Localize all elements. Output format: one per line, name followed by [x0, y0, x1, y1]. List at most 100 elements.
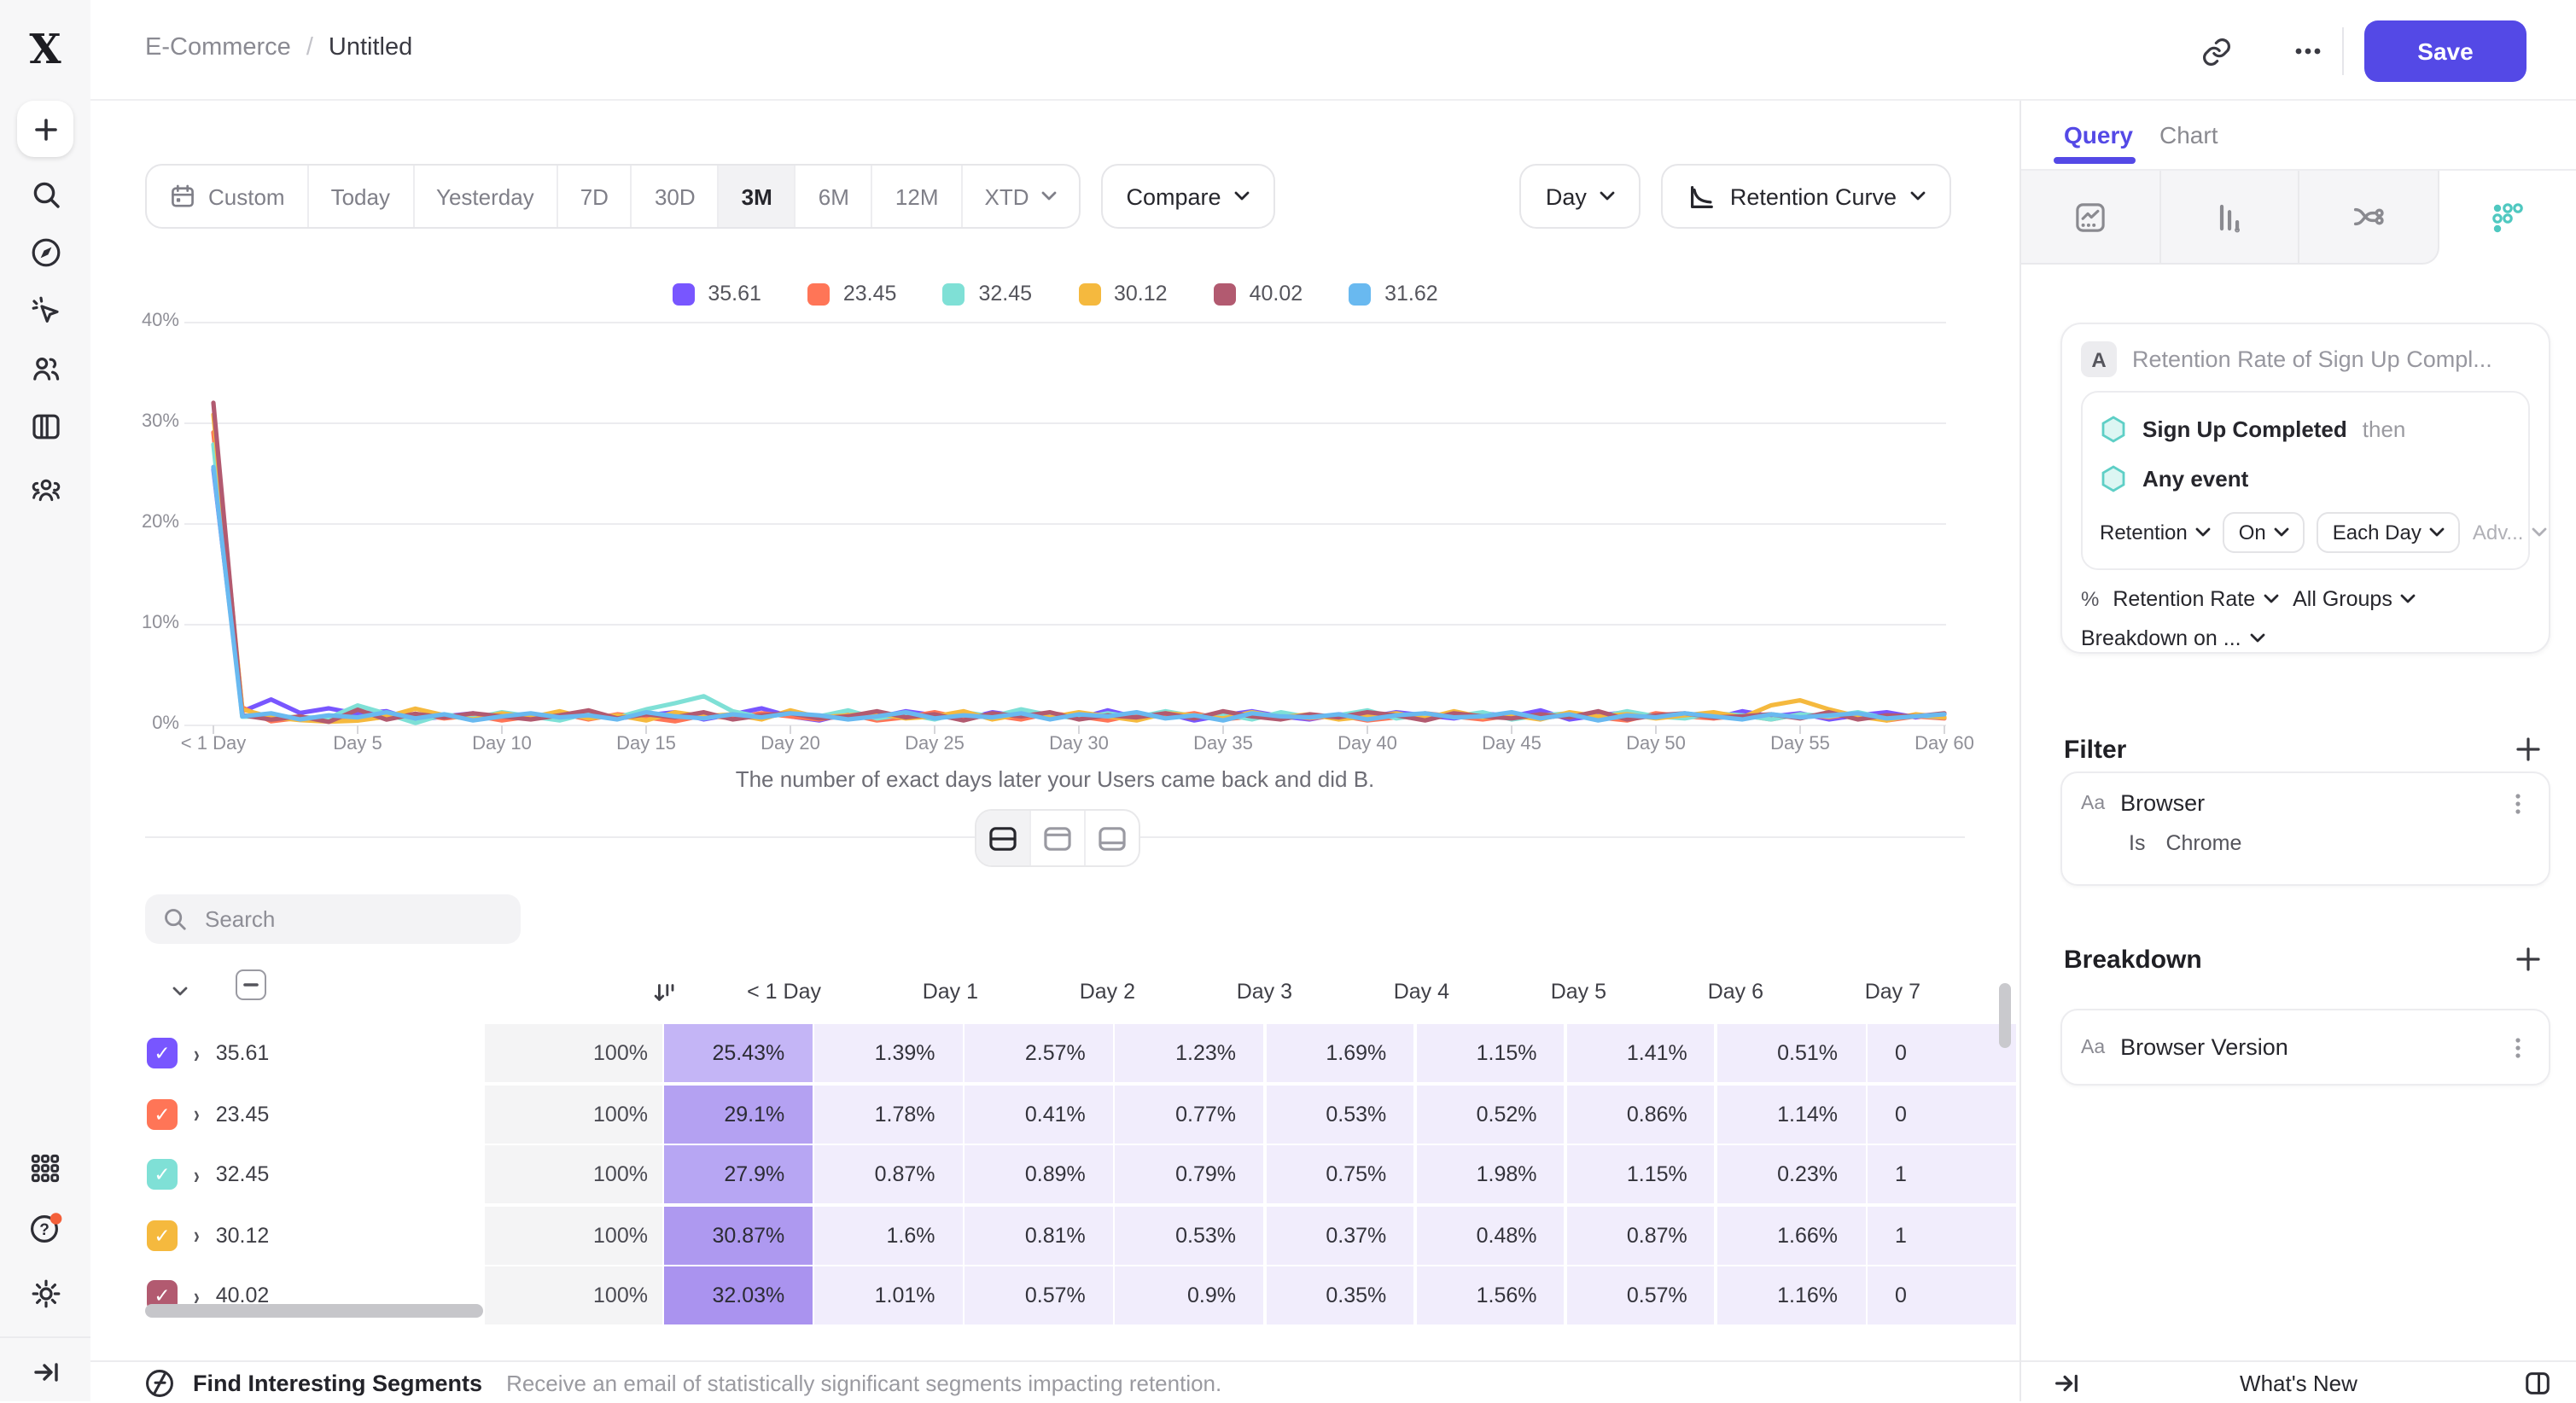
day-column-header[interactable]: < 1 Day	[747, 980, 821, 1004]
table-view-button[interactable]	[1086, 811, 1139, 865]
retention-type-dropdown[interactable]: Retention	[2100, 521, 2212, 544]
day-column-header[interactable]: Day 2	[1079, 980, 1135, 1004]
date-range-custom[interactable]: Custom	[147, 166, 309, 227]
advanced-dropdown[interactable]: Adv...	[2473, 521, 2548, 544]
tab-chart[interactable]: Chart	[2159, 121, 2218, 148]
date-range-3m[interactable]: 3M	[719, 166, 796, 227]
legend-item[interactable]: 40.02	[1213, 282, 1303, 306]
row-checkbox[interactable]: ✓	[147, 1098, 178, 1129]
search-icon[interactable]	[22, 171, 68, 217]
x-axis-tick: Day 25	[905, 734, 965, 754]
day-column-header[interactable]: Day 6	[1707, 980, 1763, 1004]
filter-property[interactable]: Browser	[2120, 790, 2206, 816]
add-filter-button[interactable]	[2515, 736, 2542, 763]
view-toggle	[975, 809, 1140, 867]
legend-item[interactable]: 30.12	[1078, 282, 1168, 306]
filter-operator[interactable]: Is	[2129, 831, 2146, 855]
day-column-header[interactable]: Day 3	[1236, 980, 1292, 1004]
whats-new-link[interactable]: What's New	[2240, 1370, 2357, 1395]
row-checkbox[interactable]: ✓	[147, 1220, 178, 1250]
help-icon[interactable]: ?	[22, 1205, 68, 1251]
chevron-down-icon	[2430, 527, 2445, 538]
measure-dropdown[interactable]: Retention Rate	[2113, 587, 2279, 611]
insights-report-tab[interactable]	[2021, 171, 2160, 265]
date-range-30d[interactable]: 30D	[632, 166, 720, 227]
date-range-yesterday[interactable]: Yesterday	[414, 166, 558, 227]
boards-icon[interactable]	[22, 403, 68, 449]
breadcrumb-current[interactable]: Untitled	[328, 34, 413, 61]
expand-sidebar-icon[interactable]	[22, 1348, 68, 1394]
segments-footer[interactable]: Find Interesting Segments Receive an ema…	[90, 1360, 2019, 1403]
row-checkbox[interactable]: ✓	[147, 1159, 178, 1190]
create-new-button[interactable]	[17, 101, 73, 157]
side-panel-icon[interactable]	[2523, 1368, 2552, 1397]
settings-gear-icon[interactable]	[22, 1270, 68, 1316]
filter-value[interactable]: Chrome	[2165, 831, 2242, 855]
bucket-dropdown[interactable]: Each Day	[2317, 512, 2461, 553]
breakdown-card[interactable]: Aa Browser Version	[2060, 1009, 2550, 1086]
day-column-header[interactable]: Day 5	[1550, 980, 1606, 1004]
copy-link-icon[interactable]	[2194, 29, 2238, 73]
table-search[interactable]	[145, 894, 521, 944]
expand-row-icon[interactable]: ›	[193, 1160, 200, 1189]
filter-menu-icon[interactable]	[2506, 791, 2530, 815]
save-button[interactable]: Save	[2364, 20, 2526, 82]
day-column-header[interactable]: Day 1	[922, 980, 978, 1004]
breakdown-property[interactable]: Browser Version	[2120, 1034, 2288, 1060]
expand-row-icon[interactable]: ›	[193, 1281, 200, 1310]
mixpanel-logo-icon[interactable]: X	[29, 24, 61, 73]
legend-item[interactable]: 35.61	[672, 282, 761, 306]
select-all-checkbox[interactable]	[236, 969, 266, 1000]
date-range-today[interactable]: Today	[309, 166, 414, 227]
row-label-cell: ✓ › 30.12	[145, 1206, 483, 1264]
chart-type-dropdown[interactable]: Retention Curve	[1661, 164, 1951, 229]
table-vertical-scrollbar[interactable]	[1999, 983, 2011, 1048]
flows-report-tab[interactable]	[2299, 171, 2439, 265]
expand-row-icon[interactable]: ›	[193, 1099, 200, 1128]
legend-item[interactable]: 32.45	[942, 282, 1032, 306]
explore-compass-icon[interactable]	[22, 229, 68, 275]
row-checkbox[interactable]: ✓	[147, 1038, 178, 1068]
tab-query[interactable]: Query	[2064, 121, 2133, 148]
collapse-panel-icon[interactable]	[2052, 1368, 2081, 1397]
date-range-7d[interactable]: 7D	[558, 166, 632, 227]
retention-report-tab[interactable]	[2439, 171, 2576, 265]
funnels-report-tab[interactable]	[2160, 171, 2299, 265]
cohorts-icon[interactable]	[22, 466, 68, 512]
query-title[interactable]: Retention Rate of Sign Up Compl...	[2132, 346, 2492, 372]
total-column-header[interactable]	[504, 979, 691, 1004]
compare-button[interactable]: Compare	[1100, 164, 1276, 229]
day-column-header[interactable]: Day 7	[1864, 980, 1920, 1004]
date-range-6m[interactable]: 6M	[796, 166, 873, 227]
date-range-xtd[interactable]: XTD	[963, 166, 1079, 227]
events-cursor-icon[interactable]	[22, 287, 68, 333]
legend-item[interactable]: 31.62	[1349, 282, 1438, 306]
report-type-tabs	[2021, 169, 2576, 265]
event-a-name[interactable]: Sign Up Completed	[2142, 416, 2347, 441]
date-range-12m[interactable]: 12M	[873, 166, 963, 227]
breakdown-on-dropdown[interactable]: Breakdown on ...	[2081, 626, 2265, 650]
add-breakdown-button[interactable]	[2515, 946, 2542, 973]
sidebar-divider	[0, 1336, 90, 1338]
users-icon[interactable]	[22, 345, 68, 391]
split-view-button[interactable]	[976, 811, 1031, 865]
event-b-name[interactable]: Any event	[2142, 465, 2249, 491]
group-column-header[interactable]	[145, 969, 504, 1000]
more-options-icon[interactable]	[2286, 29, 2330, 73]
breadcrumb-parent[interactable]: E-Commerce	[145, 34, 291, 61]
chart-view-button[interactable]	[1031, 811, 1086, 865]
property-type-badge: Aa	[2081, 793, 2106, 813]
expand-row-icon[interactable]: ›	[193, 1039, 200, 1068]
legend-item[interactable]: 23.45	[807, 282, 896, 306]
sidebar: X ?	[0, 0, 90, 1401]
on-dropdown[interactable]: On	[2223, 512, 2305, 553]
breakdown-menu-icon[interactable]	[2506, 1035, 2530, 1059]
expand-row-icon[interactable]: ›	[193, 1220, 200, 1249]
groups-dropdown[interactable]: All Groups	[2293, 587, 2416, 611]
granularity-dropdown[interactable]: Day	[1519, 164, 1641, 229]
search-input[interactable]	[201, 905, 504, 934]
table-horizontal-scrollbar[interactable]	[145, 1304, 483, 1318]
apps-grid-icon[interactable]	[22, 1145, 68, 1191]
day-column-header[interactable]: Day 4	[1393, 980, 1449, 1004]
filter-card[interactable]: Aa Browser Is Chrome	[2060, 771, 2550, 886]
